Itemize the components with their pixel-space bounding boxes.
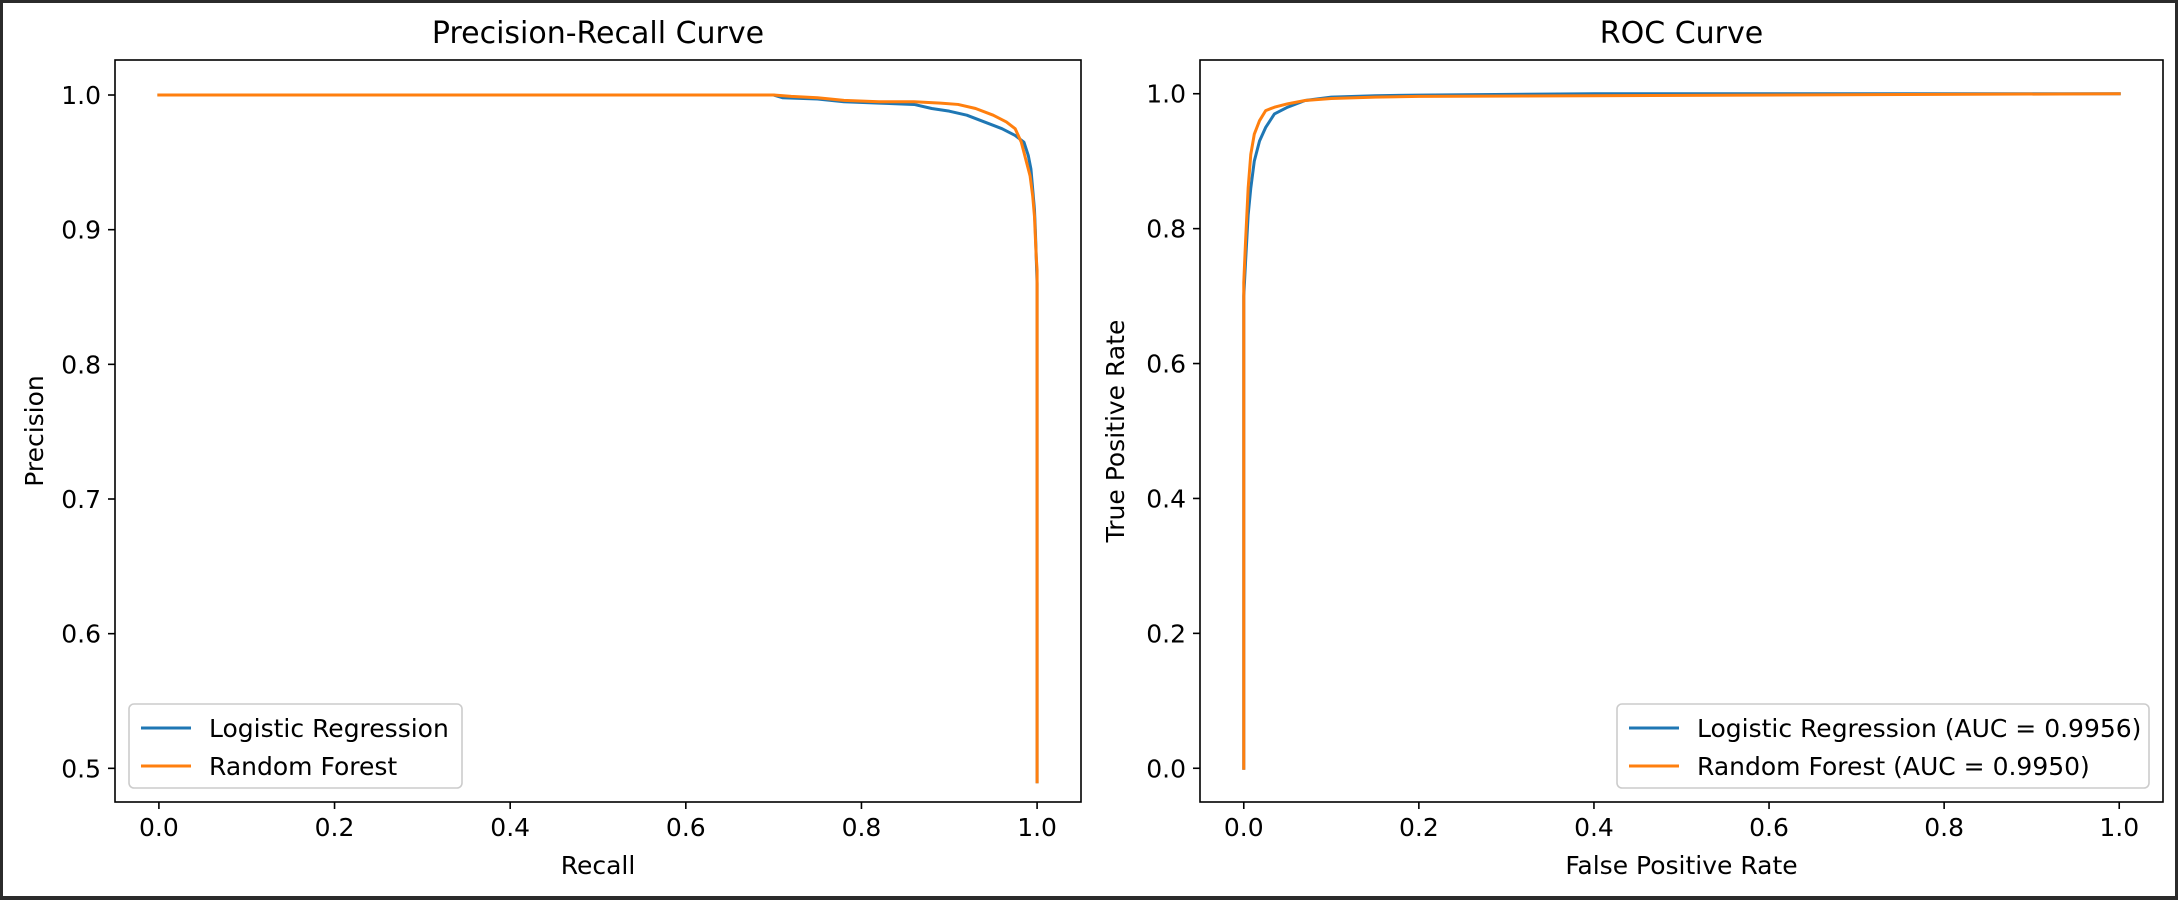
chart2-ytick-label: 0.8 — [1146, 215, 1186, 244]
chart2-ytick-label: 0.6 — [1146, 350, 1186, 379]
chart1-xtick-label: 0.4 — [490, 813, 530, 842]
chart1-legend-label-0: Logistic Regression — [209, 714, 449, 743]
chart2-xtick-label: 1.0 — [2099, 813, 2139, 842]
chart1-series-0-line — [157, 93, 1039, 784]
chart1-xtick-label: 1.0 — [1017, 813, 1057, 842]
chart1-legend: Logistic Regression Random Forest — [128, 703, 463, 789]
chart2: 0.0 0.2 0.4 0.6 0.8 1.0 0.0 0.2 0.4 0.6 0.8 1.0 ROC … — [1101, 16, 2164, 880]
chart2-ytick-label: 0.2 — [1146, 619, 1186, 648]
chart2-series-1-line — [1242, 92, 2121, 770]
chart2-ylabel: True Positive Rate — [1101, 320, 1130, 544]
chart2-xtick-label: 0.8 — [1924, 813, 1964, 842]
chart2-legend: Logistic Regression (AUC = 0.9956) Random… — [1616, 703, 2150, 789]
chart1-legend-label-1: Random Forest — [209, 752, 397, 781]
chart2-plot-area — [1242, 92, 2121, 770]
chart1-xlabel: Recall — [561, 851, 636, 880]
chart2-xtick-label: 0.6 — [1749, 813, 1789, 842]
chart2-axes-frame — [1199, 59, 2164, 803]
chart1-ytick-label: 0.6 — [61, 620, 101, 649]
chart1-ytick-label: 1.0 — [61, 81, 101, 110]
chart2-legend-box — [1616, 703, 2150, 789]
chart1-ytick-label: 0.8 — [61, 350, 101, 379]
chart2-title: ROC Curve — [1600, 16, 1763, 51]
chart2-xtick-label: 0.2 — [1399, 813, 1439, 842]
chart1-ytick-label: 0.7 — [61, 485, 101, 514]
chart2-series-0-line — [1242, 92, 2121, 770]
chart2-ytick-label: 0.0 — [1146, 754, 1186, 783]
chart1-xtick-label: 0.2 — [315, 813, 355, 842]
chart1: 0.0 0.2 0.4 0.6 0.8 1.0 0.5 0.6 0.7 0.8 0.9 1.0 Prec… — [20, 16, 1082, 880]
chart2-xlabel: False Positive Rate — [1565, 851, 1797, 880]
chart1-title: Precision-Recall Curve — [432, 16, 764, 51]
chart2-legend-label-0: Logistic Regression (AUC = 0.9956) — [1697, 714, 2141, 743]
chart1-legend-box — [128, 703, 463, 789]
chart2-xtick-label: 0.0 — [1224, 813, 1264, 842]
chart2-ytick-label: 1.0 — [1146, 80, 1186, 109]
chart1-xtick-label: 0.0 — [139, 813, 179, 842]
chart1-ylabel: Precision — [20, 375, 49, 487]
chart2-xtick-label: 0.4 — [1574, 813, 1614, 842]
chart1-xtick-label: 0.6 — [666, 813, 706, 842]
chart1-ytick-label: 0.9 — [61, 216, 101, 245]
chart2-legend-label-1: Random Forest (AUC = 0.9950) — [1697, 752, 2090, 781]
chart1-ytick-label: 0.5 — [61, 754, 101, 783]
chart1-axes-frame — [114, 59, 1082, 803]
chart2-ytick-label: 0.4 — [1146, 484, 1186, 513]
chart1-xtick-label: 0.8 — [842, 813, 882, 842]
chart1-plot-area — [157, 93, 1039, 784]
chart1-series-1-line — [157, 93, 1039, 784]
